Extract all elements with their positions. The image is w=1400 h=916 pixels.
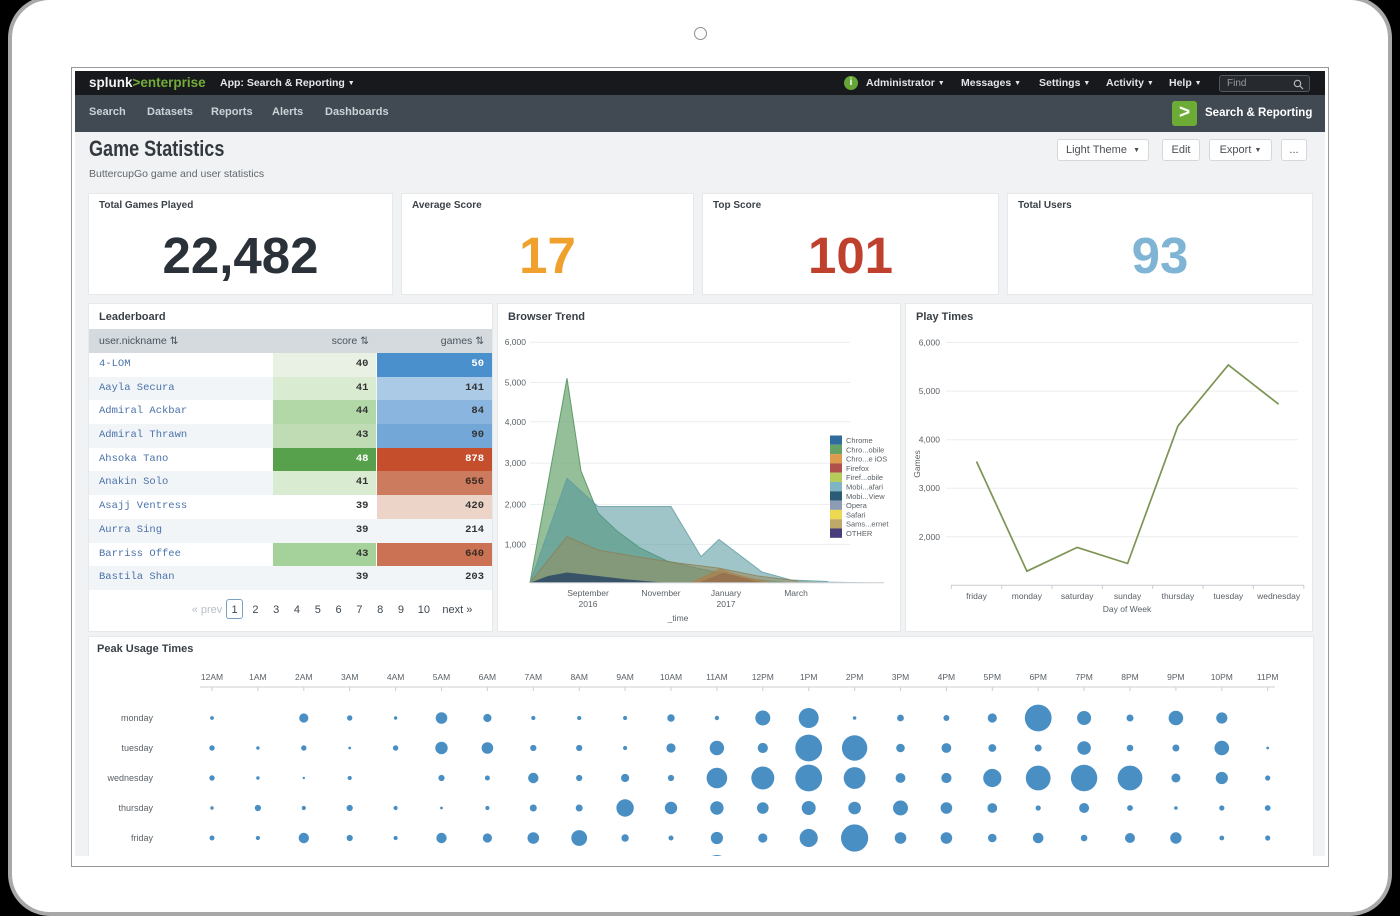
svg-text:tuesday: tuesday [121,743,153,753]
svg-text:Chro...e iOS: Chro...e iOS [846,455,887,464]
svg-text:November: November [641,588,680,598]
svg-text:thursday: thursday [118,803,153,813]
svg-text:thursday: thursday [1162,591,1195,601]
svg-text:5,000: 5,000 [505,378,527,388]
svg-text:9AM: 9AM [616,672,633,682]
svg-text:10AM: 10AM [660,672,682,682]
svg-text:1PM: 1PM [800,672,817,682]
svg-text:March: March [784,588,808,598]
svg-text:11AM: 11AM [706,672,728,682]
svg-text:6PM: 6PM [1029,672,1046,682]
svg-text:5AM: 5AM [433,672,450,682]
svg-text:5,000: 5,000 [919,386,941,396]
svg-text:2PM: 2PM [846,672,863,682]
svg-text:4PM: 4PM [938,672,955,682]
svg-text:3,000: 3,000 [919,483,941,493]
svg-text:saturday: saturday [1061,591,1094,601]
svg-text:wednesday: wednesday [106,773,153,783]
svg-text:4AM: 4AM [387,672,404,682]
svg-text:tuesday: tuesday [1213,591,1244,601]
svg-text:Chro...obile: Chro...obile [846,445,884,454]
svg-text:friday: friday [966,591,988,601]
svg-text:1AM: 1AM [249,672,266,682]
svg-text:7PM: 7PM [1075,672,1092,682]
svg-text:7AM: 7AM [525,672,542,682]
svg-text:8PM: 8PM [1121,672,1138,682]
svg-text:wednesday: wednesday [1256,591,1301,601]
svg-text:2016: 2016 [579,599,598,609]
svg-text:Opera: Opera [846,501,868,510]
svg-text:9PM: 9PM [1167,672,1184,682]
svg-text:Mobi...afari: Mobi...afari [846,483,883,492]
svg-text:Mobi...View: Mobi...View [846,492,885,501]
svg-text:4,000: 4,000 [505,417,527,427]
svg-text:3,000: 3,000 [505,458,527,468]
svg-text:friday: friday [131,833,154,843]
svg-text:Games: Games [912,450,922,477]
svg-text:6AM: 6AM [479,672,496,682]
svg-text:2AM: 2AM [295,672,312,682]
svg-text:11PM: 11PM [1257,672,1279,682]
svg-text:2017: 2017 [717,599,736,609]
svg-text:sunday: sunday [1114,591,1142,601]
svg-text:Sams...ernet: Sams...ernet [846,520,889,529]
svg-text:6,000: 6,000 [505,337,527,347]
svg-text:6,000: 6,000 [919,338,941,348]
svg-text:_time: _time [667,613,689,623]
svg-text:12AM: 12AM [201,672,223,682]
svg-text:10PM: 10PM [1211,672,1233,682]
svg-text:1,000: 1,000 [505,539,527,549]
svg-text:3AM: 3AM [341,672,358,682]
svg-text:Chrome: Chrome [846,436,873,445]
svg-text:monday: monday [1012,591,1043,601]
svg-text:Firef...obile: Firef...obile [846,473,883,482]
svg-text:September: September [567,588,609,598]
svg-text:2,000: 2,000 [505,499,527,509]
svg-text:Safari: Safari [846,510,866,519]
svg-text:monday: monday [121,713,154,723]
svg-text:2,000: 2,000 [919,532,941,542]
svg-text:Firefox: Firefox [846,464,869,473]
svg-text:4,000: 4,000 [919,435,941,445]
svg-text:5PM: 5PM [984,672,1001,682]
svg-text:Day of Week: Day of Week [1103,604,1152,614]
svg-text:January: January [711,588,742,598]
svg-text:8AM: 8AM [570,672,587,682]
svg-text:OTHER: OTHER [846,529,873,538]
svg-text:3PM: 3PM [892,672,909,682]
svg-text:12PM: 12PM [752,672,774,682]
